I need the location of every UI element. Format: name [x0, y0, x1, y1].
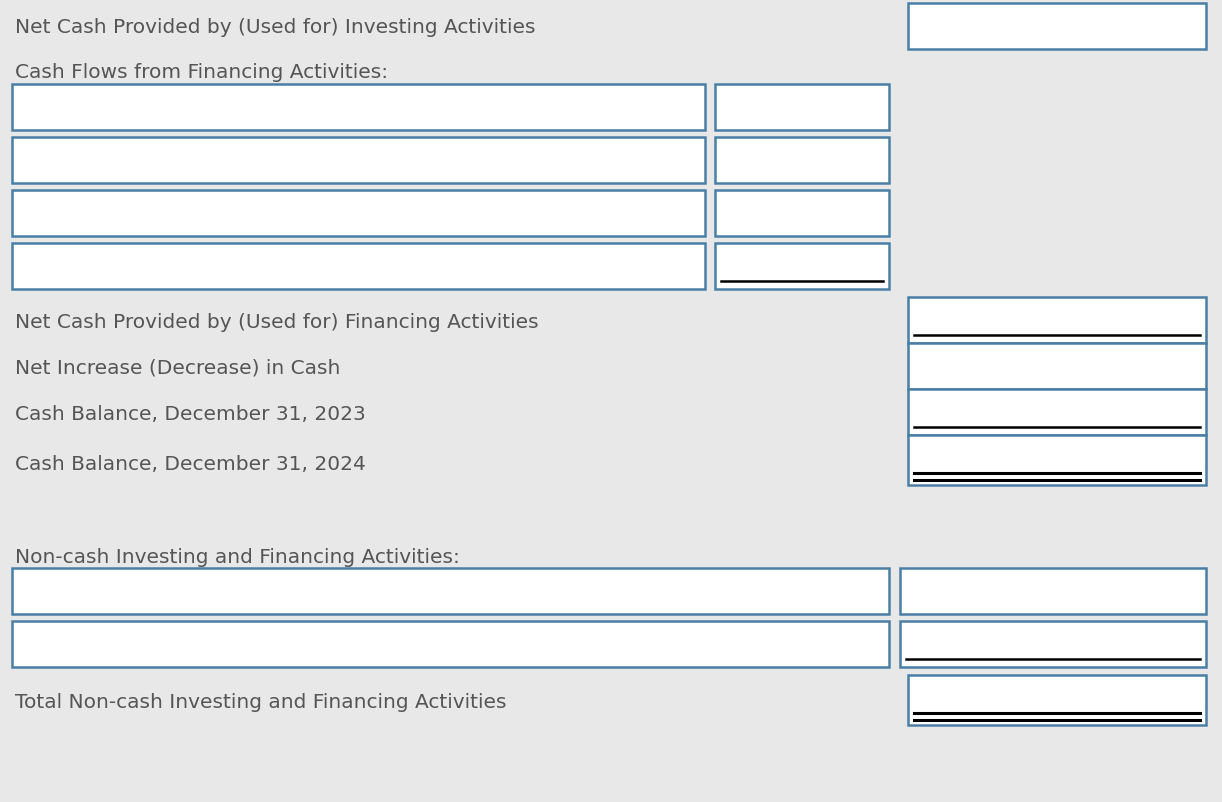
Text: Net Cash Provided by (Used for) Financing Activities: Net Cash Provided by (Used for) Financin… — [15, 313, 539, 332]
Bar — [715, 137, 888, 183]
Text: Cash Flows from Financing Activities:: Cash Flows from Financing Activities: — [15, 63, 389, 82]
Text: Net Cash Provided by (Used for) Investing Activities: Net Cash Provided by (Used for) Investin… — [15, 18, 535, 37]
Bar — [908, 343, 1206, 389]
Bar — [899, 621, 1206, 667]
Text: Cash Balance, December 31, 2024: Cash Balance, December 31, 2024 — [15, 455, 365, 474]
Bar — [908, 3, 1206, 49]
Text: Non-cash Investing and Financing Activities:: Non-cash Investing and Financing Activit… — [15, 548, 459, 567]
Bar — [715, 190, 888, 236]
Bar — [715, 84, 888, 130]
Bar — [12, 621, 888, 667]
Text: Cash Balance, December 31, 2023: Cash Balance, December 31, 2023 — [15, 405, 365, 424]
Bar — [12, 137, 705, 183]
Bar — [908, 389, 1206, 435]
Text: Total Non-cash Investing and Financing Activities: Total Non-cash Investing and Financing A… — [15, 693, 506, 712]
Bar — [12, 568, 888, 614]
Bar — [12, 190, 705, 236]
Bar — [899, 568, 1206, 614]
Bar — [12, 84, 705, 130]
Bar — [908, 435, 1206, 485]
Text: Net Increase (Decrease) in Cash: Net Increase (Decrease) in Cash — [15, 358, 341, 377]
Bar — [715, 243, 888, 289]
Bar — [908, 675, 1206, 725]
Bar — [908, 297, 1206, 343]
Bar — [12, 243, 705, 289]
